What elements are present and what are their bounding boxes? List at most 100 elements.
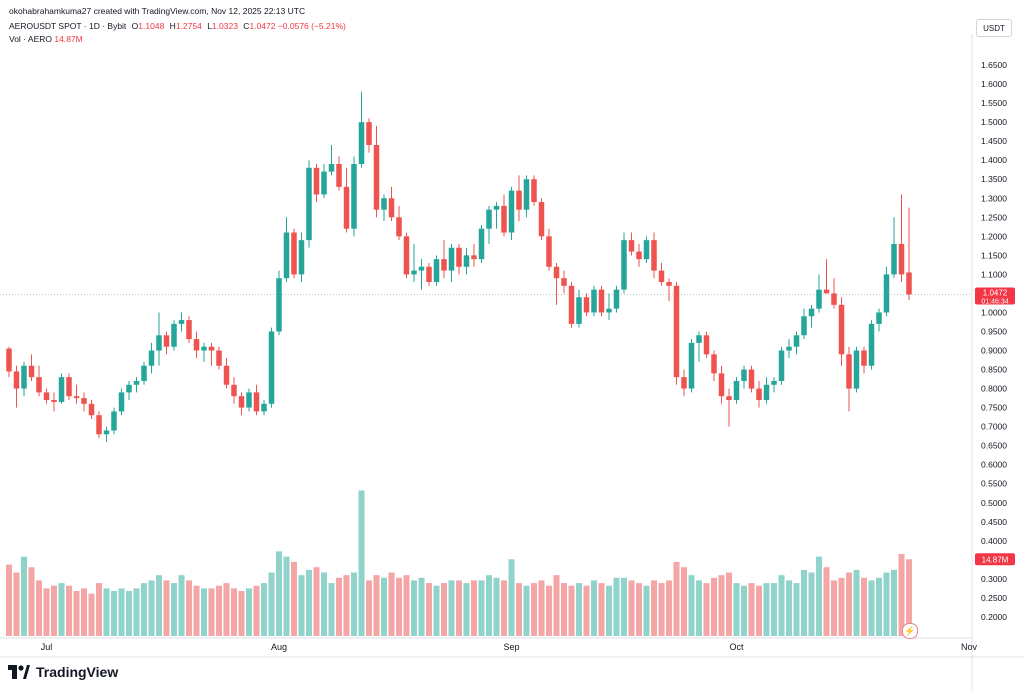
candle-body[interactable]	[868, 323, 875, 366]
candle-body[interactable]	[876, 312, 882, 324]
candle-body[interactable]	[148, 350, 155, 366]
candle-body[interactable]	[373, 144, 380, 210]
candle-body[interactable]	[538, 202, 545, 237]
candle-body[interactable]	[546, 236, 552, 267]
candle-body[interactable]	[306, 167, 312, 241]
candle-body[interactable]	[351, 164, 357, 229]
candle-body[interactable]	[861, 350, 867, 366]
candle-body[interactable]	[756, 388, 762, 400]
candle-body[interactable]	[51, 400, 57, 402]
candle-body[interactable]	[411, 270, 417, 275]
candle-body[interactable]	[883, 274, 890, 313]
candle-body[interactable]	[696, 335, 702, 343]
candle-body[interactable]	[636, 251, 642, 260]
candle-body[interactable]	[366, 122, 372, 145]
candle-body[interactable]	[493, 205, 500, 210]
candle-body[interactable]	[58, 377, 65, 402]
candle-body[interactable]	[313, 167, 320, 195]
currency-button[interactable]: USDT	[976, 19, 1012, 37]
candle-body[interactable]	[21, 365, 27, 389]
candle-body[interactable]	[403, 236, 410, 275]
candle-body[interactable]	[66, 377, 72, 397]
candle-body[interactable]	[276, 278, 282, 332]
candle-body[interactable]	[906, 272, 912, 295]
symbol-name[interactable]: AEROUSDT SPOT · 1D · Bybit	[9, 21, 127, 31]
candle-body[interactable]	[441, 259, 447, 271]
candle-body[interactable]	[531, 179, 537, 203]
candle-body[interactable]	[73, 396, 80, 399]
candle-body[interactable]	[358, 122, 365, 164]
candle-body[interactable]	[703, 335, 710, 355]
candle-body[interactable]	[81, 398, 87, 404]
candle-body[interactable]	[388, 198, 395, 218]
candle-body[interactable]	[298, 240, 305, 275]
candle-body[interactable]	[643, 240, 650, 260]
candle-body[interactable]	[426, 266, 432, 282]
candle-body[interactable]	[321, 171, 327, 195]
candle-body[interactable]	[816, 289, 822, 309]
candle-body[interactable]	[681, 377, 687, 389]
candle-body[interactable]	[216, 350, 222, 366]
candle-body[interactable]	[658, 270, 665, 282]
candle-body[interactable]	[553, 266, 560, 279]
candle-body[interactable]	[133, 380, 140, 385]
candle-body[interactable]	[328, 164, 335, 172]
candle-body[interactable]	[621, 240, 627, 290]
candle-body[interactable]	[141, 365, 147, 381]
candle-body[interactable]	[561, 278, 567, 286]
candle-body[interactable]	[156, 335, 162, 351]
candle-body[interactable]	[741, 369, 747, 381]
candle-body[interactable]	[748, 369, 755, 389]
candle-body[interactable]	[568, 285, 575, 324]
candle-body[interactable]	[111, 411, 117, 431]
candle-body[interactable]	[28, 365, 35, 378]
candle-body[interactable]	[96, 415, 102, 435]
candle-body[interactable]	[613, 289, 620, 309]
candle-body[interactable]	[853, 350, 860, 389]
candle-body[interactable]	[501, 205, 507, 233]
candle-body[interactable]	[186, 320, 192, 340]
candle-body[interactable]	[126, 384, 132, 393]
candle-body[interactable]	[171, 323, 177, 347]
candle-body[interactable]	[201, 346, 207, 351]
candle-body[interactable]	[793, 335, 800, 347]
candle-body[interactable]	[771, 380, 777, 385]
candle-body[interactable]	[486, 209, 492, 229]
candle-body[interactable]	[396, 217, 402, 237]
candle-body[interactable]	[763, 384, 770, 400]
candle-body[interactable]	[261, 403, 267, 412]
candle-body[interactable]	[238, 396, 245, 408]
candle-body[interactable]	[838, 304, 845, 355]
candle-body[interactable]	[523, 179, 530, 210]
candle-body[interactable]	[36, 377, 42, 393]
candle-body[interactable]	[223, 365, 230, 385]
candle-body[interactable]	[688, 342, 695, 389]
volume-label[interactable]: Vol · AERO	[9, 34, 52, 44]
candle-body[interactable]	[591, 289, 597, 313]
candle-body[interactable]	[666, 282, 672, 286]
candle-body[interactable]	[13, 371, 20, 389]
candle-body[interactable]	[283, 232, 290, 279]
candle-body[interactable]	[823, 289, 830, 294]
candle-body[interactable]	[6, 348, 12, 372]
candle-body[interactable]	[718, 373, 725, 397]
candle-body[interactable]	[433, 259, 440, 282]
candle-body[interactable]	[253, 392, 260, 412]
candle-body[interactable]	[598, 289, 605, 313]
candle-body[interactable]	[246, 392, 252, 408]
candle-body[interactable]	[583, 297, 590, 313]
candle-body[interactable]	[576, 297, 582, 324]
candle-body[interactable]	[606, 308, 612, 313]
candle-body[interactable]	[726, 396, 732, 400]
candle-body[interactable]	[163, 335, 170, 347]
candle-body[interactable]	[418, 266, 425, 271]
candle-body[interactable]	[508, 190, 515, 233]
candle-body[interactable]	[898, 243, 905, 275]
candle-body[interactable]	[193, 339, 200, 351]
candle-body[interactable]	[478, 228, 485, 260]
candle-body[interactable]	[103, 430, 110, 435]
candle-body[interactable]	[448, 247, 455, 271]
candle-body[interactable]	[831, 293, 837, 305]
candle-body[interactable]	[343, 186, 350, 229]
